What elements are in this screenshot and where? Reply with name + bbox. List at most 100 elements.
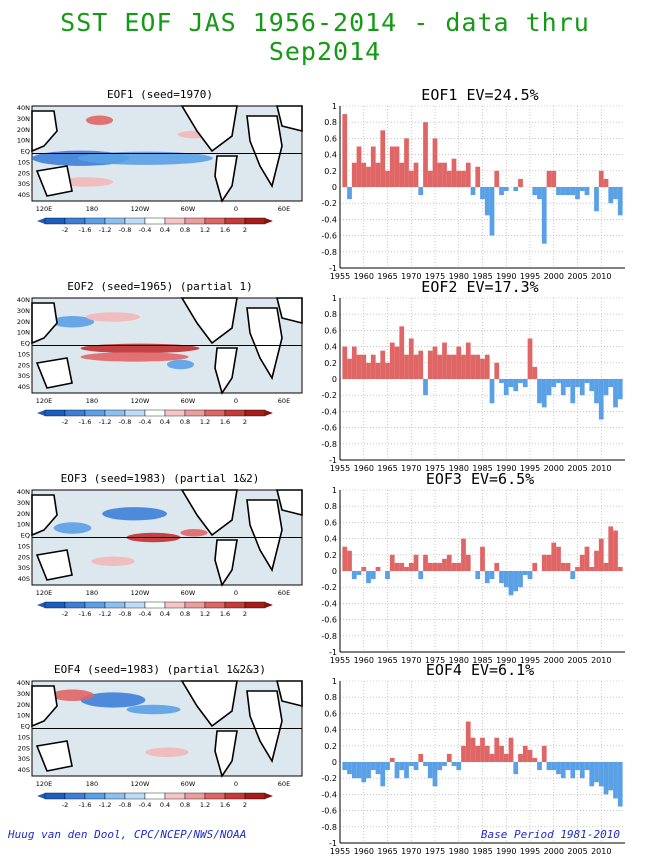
x-tick-label: 1995 <box>520 464 540 473</box>
lon-label: 180 <box>86 589 98 597</box>
lon-label: 120E <box>36 780 53 788</box>
bar <box>527 749 533 762</box>
colorbar-label: 1.2 <box>200 610 210 618</box>
bar <box>532 757 538 762</box>
bar <box>565 379 571 388</box>
bar <box>465 342 471 379</box>
lon-label: 0 <box>234 397 238 405</box>
x-tick-label: 1990 <box>496 272 516 281</box>
bar <box>342 114 348 187</box>
map-title: EOF2 (seed=1965) (partial 1) <box>67 280 253 293</box>
bar <box>494 362 500 379</box>
x-tick-label: 1980 <box>449 464 469 473</box>
lon-label: 120E <box>36 397 53 405</box>
colorbar-label: 0.8 <box>180 226 190 234</box>
bar <box>603 178 609 187</box>
x-tick-label: 1960 <box>354 847 374 856</box>
lon-label: 120W <box>131 397 150 405</box>
lat-label: 30N <box>17 499 30 507</box>
x-tick-label: 1965 <box>377 272 397 281</box>
bar <box>399 562 405 571</box>
colorbar-label: 1.2 <box>200 226 210 234</box>
x-tick-label: 2005 <box>567 847 587 856</box>
x-tick-label: 1985 <box>472 656 492 665</box>
lon-label: 60W <box>181 397 196 405</box>
bar <box>432 762 438 787</box>
bar <box>470 354 476 379</box>
y-tick-label: 0.2 <box>324 167 337 176</box>
bar <box>446 170 452 187</box>
lat-label: 40N <box>17 679 30 687</box>
colorbar-label: -1.6 <box>79 610 92 618</box>
bar <box>513 187 519 192</box>
colorbar-label: -0.4 <box>139 226 152 234</box>
bar <box>508 737 514 762</box>
bar <box>394 562 400 571</box>
colorbar-label: -1.2 <box>99 801 112 809</box>
x-tick-label: 1960 <box>354 656 374 665</box>
lat-label: 10N <box>17 521 30 529</box>
bar <box>418 350 424 379</box>
bar <box>603 379 609 396</box>
bar <box>413 554 419 571</box>
colorbar-label: -0.8 <box>119 801 132 809</box>
bar <box>423 762 428 767</box>
bar <box>546 554 552 571</box>
bar <box>518 753 523 762</box>
bar <box>480 187 485 200</box>
lon-label: 60E <box>278 589 290 597</box>
bar <box>513 379 519 392</box>
bar <box>579 762 585 779</box>
x-tick-label: 1980 <box>449 272 469 281</box>
bar <box>508 379 514 388</box>
bar-chart-title: EOF2 EV=17.3% <box>421 278 539 296</box>
bar <box>404 762 409 779</box>
y-tick-label: -0.4 <box>321 215 337 224</box>
bar <box>399 162 405 187</box>
colorbar-label: -0.4 <box>139 801 152 809</box>
bar <box>475 166 481 187</box>
x-tick-label: 1955 <box>330 272 350 281</box>
y-tick-label: -0.6 <box>321 424 337 433</box>
bar <box>385 362 390 379</box>
y-tick-label: 0.2 <box>324 551 337 560</box>
lat-label: 10N <box>17 329 30 337</box>
lat-label: 20S <box>18 169 30 177</box>
sst-map: 40N 30N 20N 10N EQ 10S 20S 30S 40S 120E 180 120W 60W… <box>17 104 303 234</box>
bar <box>584 187 590 196</box>
lat-label: 30S <box>18 180 30 188</box>
lon-label: 120E <box>36 589 53 597</box>
page-title: SST EOF JAS 1956-2014 - data thru Sep201… <box>60 8 590 66</box>
bar <box>503 753 509 762</box>
x-tick-label: 1965 <box>377 656 397 665</box>
lat-label: 10N <box>17 137 30 145</box>
colorbar-label: 0.8 <box>180 418 190 426</box>
lon-label: 120E <box>36 205 53 213</box>
x-tick-label: 2010 <box>591 847 611 856</box>
bar <box>342 762 348 771</box>
bar <box>356 571 362 576</box>
lat-label: 40S <box>18 766 30 774</box>
bar <box>499 187 504 196</box>
sst-map: 40N 30N 20N 10N EQ 10S 20S 30S 40S 120E 180 120W 60W… <box>17 296 303 426</box>
y-tick-label: 0.6 <box>324 326 337 335</box>
bar <box>418 187 424 196</box>
bar <box>394 146 400 187</box>
lat-label: 30S <box>18 372 30 380</box>
bar <box>408 562 414 571</box>
bar <box>484 571 490 584</box>
y-tick-label: 0.8 <box>324 502 337 511</box>
lat-label: 30N <box>17 307 30 315</box>
bar <box>594 550 599 571</box>
bar <box>499 571 504 584</box>
bar <box>579 187 585 192</box>
bar <box>484 187 490 216</box>
bar <box>570 571 576 580</box>
colorbar-label: 1.6 <box>220 226 230 234</box>
colorbar-label: 2 <box>243 801 247 809</box>
bar <box>399 326 405 379</box>
map-title: EOF4 (seed=1983) (partial 1&2&3) <box>54 663 266 676</box>
bar <box>375 162 381 187</box>
bar <box>484 354 490 379</box>
